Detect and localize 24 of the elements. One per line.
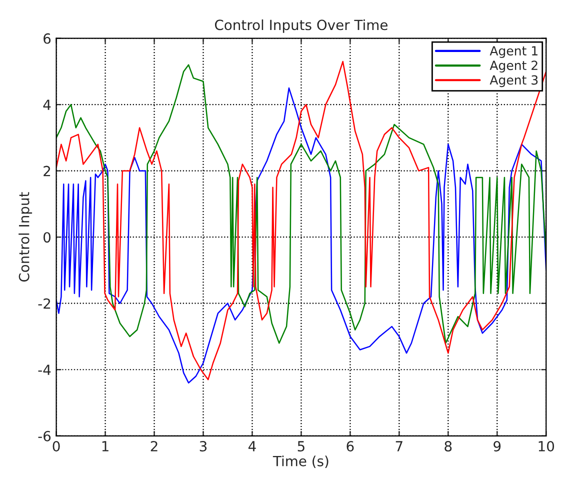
y-tick-label: 4: [43, 100, 51, 110]
x-axis-title: Time (s): [272, 456, 328, 468]
x-tick-label: 9: [494, 440, 501, 452]
y-tick-label: -4: [38, 364, 51, 375]
x-tick-label: 1: [102, 441, 108, 452]
chart-title: Control Inputs Over Time: [214, 19, 388, 33]
x-tick-label: 8: [444, 440, 452, 452]
y-tick-label: 6: [44, 33, 51, 44]
x-tick-label: 4: [248, 441, 256, 452]
y-tick-label: 2: [44, 166, 50, 176]
legend-label: Agent 3: [490, 75, 538, 88]
y-tick-label: 0: [44, 232, 51, 243]
y-tick-label: -2: [38, 298, 50, 309]
y-axis-title: Control Input: [18, 192, 32, 282]
x-tick-label: 7: [396, 441, 402, 452]
y-tick-label: -6: [38, 430, 51, 442]
x-tick-label: 3: [200, 440, 207, 452]
x-tick-label: 10: [538, 440, 554, 452]
x-tick-label: 0: [52, 440, 60, 452]
legend-label: Agent 2: [490, 60, 538, 73]
legend-label: Agent 1: [490, 46, 538, 58]
x-tick-label: 2: [150, 440, 158, 452]
x-tick-label: 6: [346, 440, 354, 452]
x-tick-label: 5: [298, 441, 304, 452]
